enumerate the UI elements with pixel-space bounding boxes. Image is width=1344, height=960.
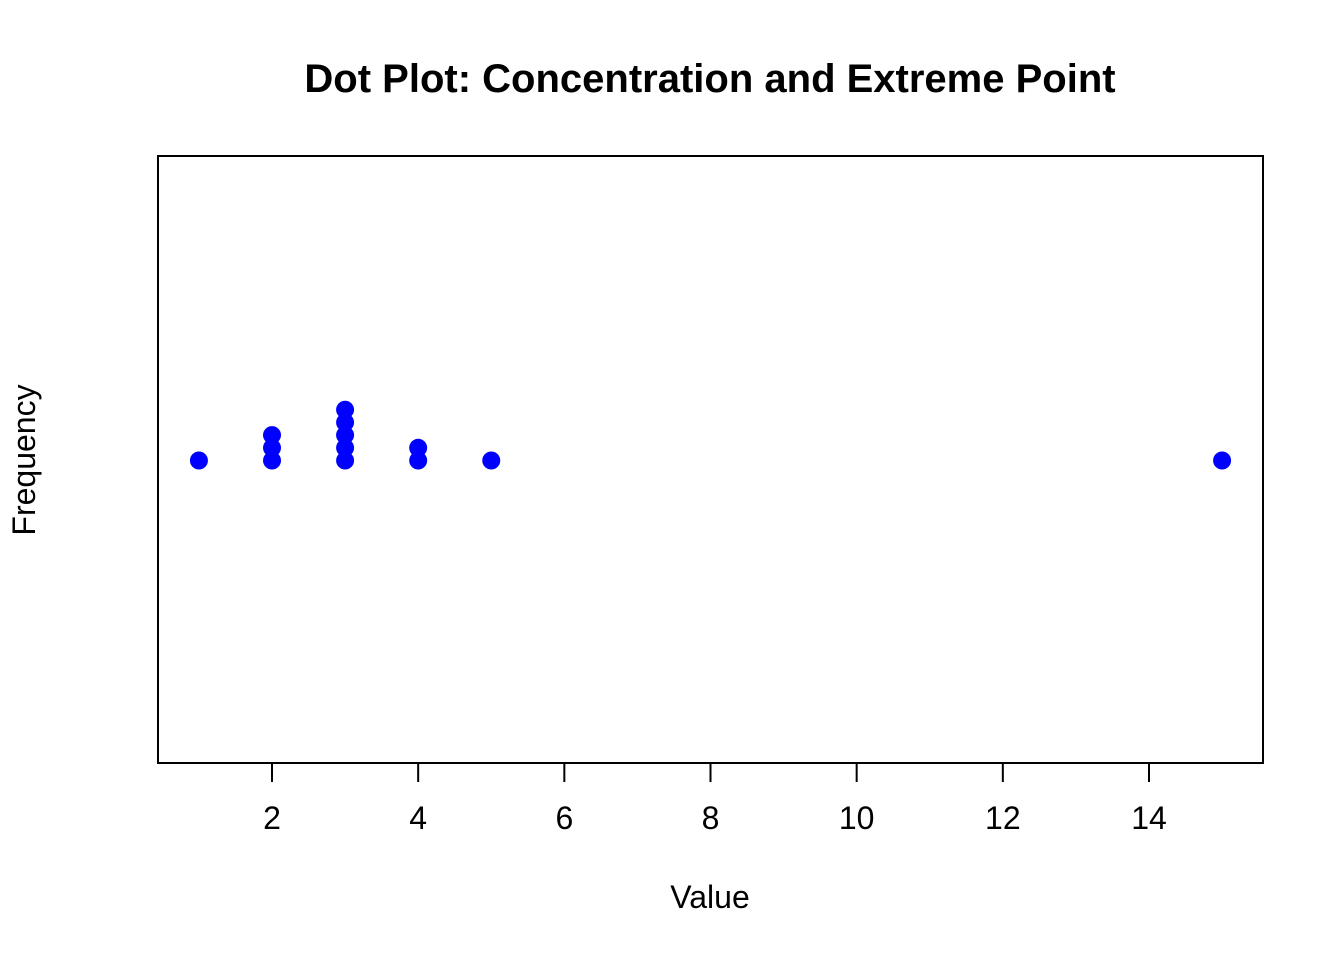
data-point-dot: [336, 451, 355, 470]
data-point-dot: [336, 400, 355, 419]
data-point-dot: [336, 413, 355, 432]
data-point-dot: [482, 451, 501, 470]
data-point-dot: [409, 438, 428, 457]
x-tick-label: 12: [985, 800, 1021, 836]
data-point-dot: [409, 451, 428, 470]
data-point-dot: [1213, 451, 1232, 470]
data-point-dot: [263, 451, 282, 470]
x-tick-label: 6: [555, 800, 573, 836]
data-point-dot: [263, 426, 282, 445]
data-points-group: [189, 400, 1232, 470]
x-tick-label: 14: [1131, 800, 1167, 836]
chart-title: Dot Plot: Concentration and Extreme Poin…: [304, 57, 1115, 101]
x-tick-label: 10: [839, 800, 875, 836]
x-axis-ticks: 2 4 6 8 10 12 14: [263, 764, 1167, 836]
data-point-dot: [189, 451, 208, 470]
x-tick-label: 4: [409, 800, 427, 836]
plot-border-box: [157, 155, 1264, 764]
data-point-dot: [336, 426, 355, 445]
data-point-dot: [336, 438, 355, 457]
y-axis-label: Frequency: [6, 384, 42, 535]
data-point-dot: [263, 438, 282, 457]
x-tick-label: 8: [702, 800, 720, 836]
x-axis-label: Value: [670, 879, 749, 915]
x-tick-label: 2: [263, 800, 281, 836]
